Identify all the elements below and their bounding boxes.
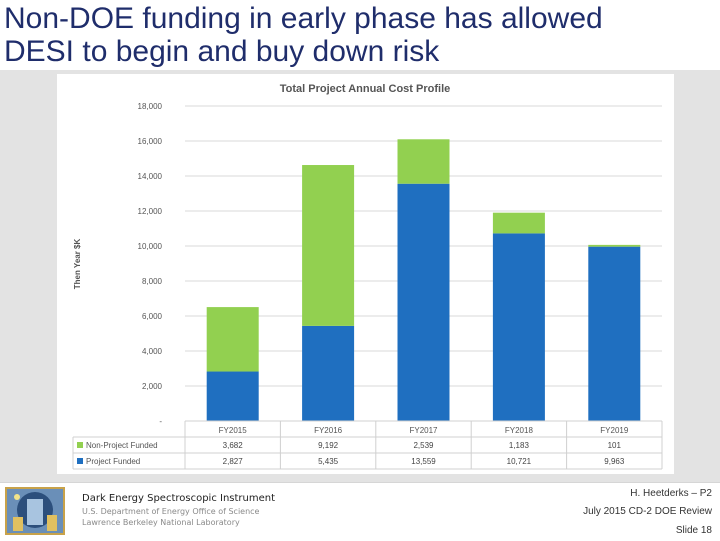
data-table: FY2015 FY2016 FY2017 FY2018 FY2019 Non-Projec… (72, 420, 663, 470)
chart-title: Total Project Annual Cost Profile (280, 83, 451, 95)
bar-group (206, 139, 641, 421)
y-tick-label: 10,000 (138, 242, 163, 251)
chart-panel: Total Project Annual Cost Profile Then Y… (57, 74, 674, 474)
non-project-funded-bar (206, 307, 259, 372)
category-label: FY2016 (314, 426, 343, 435)
data-label: 13,559 (411, 457, 436, 466)
desi-logo-art (5, 487, 65, 535)
cost-profile-chart: Total Project Annual Cost Profile Then Y… (72, 83, 663, 470)
y-tick-label: 6,000 (142, 312, 163, 321)
y-tick-label: 14,000 (138, 172, 163, 181)
footer-review: July 2015 CD-2 DOE Review (583, 506, 712, 517)
data-label: 2,539 (413, 441, 434, 450)
project-funded-bar (588, 246, 641, 421)
category-label: FY2015 (219, 426, 248, 435)
data-label: 2,827 (223, 457, 244, 466)
project-funded-bar (492, 233, 545, 421)
legend-label: Non-Project Funded (86, 441, 158, 450)
y-tick-label: 12,000 (138, 207, 163, 216)
y-tick-label: 18,000 (138, 102, 163, 111)
non-project-funded-bar (492, 212, 545, 234)
slide-title-line-2: DESI to begin and buy down risk (4, 35, 440, 68)
title-bar: Non-DOE funding in early phase has allow… (0, 0, 720, 70)
legend-label: Project Funded (86, 457, 140, 466)
legend-swatch (77, 458, 83, 464)
data-label: 5,435 (318, 457, 339, 466)
y-tick-label: 16,000 (138, 137, 163, 146)
data-label: 9,192 (318, 441, 339, 450)
data-label: 3,682 (223, 441, 244, 450)
y-tick-labels: - 2,000 4,000 6,000 8,000 10,000 12,000 14,000 1… (138, 102, 163, 426)
logo-telescope (27, 499, 43, 525)
category-label: FY2019 (600, 426, 629, 435)
y-tick-label: 8,000 (142, 277, 163, 286)
y-tick-label: 2,000 (142, 382, 163, 391)
logo-building-left (13, 517, 23, 531)
category-label: FY2017 (409, 426, 438, 435)
y-tick-label: - (159, 417, 162, 426)
non-project-funded-bar (397, 139, 450, 184)
data-label: 101 (608, 441, 622, 450)
logo-building-right (47, 515, 57, 531)
desi-logo (5, 487, 65, 535)
data-label: 9,963 (604, 457, 625, 466)
category-label: FY2018 (505, 426, 534, 435)
slide-title-line-1: Non-DOE funding in early phase has allow… (4, 2, 603, 35)
data-label: 1,183 (509, 441, 530, 450)
project-funded-bar (302, 325, 355, 421)
data-label: 10,721 (507, 457, 532, 466)
non-project-funded-bar (302, 165, 355, 326)
footer-presenter: H. Heetderks – P2 (630, 488, 712, 499)
y-tick-label: 4,000 (142, 347, 163, 356)
slide-title: Non-DOE funding in early phase has allow… (4, 2, 603, 68)
project-funded-bar (206, 371, 259, 421)
footer-organization: Dark Energy Spectroscopic Instrument (82, 493, 276, 504)
footer-doe-office: U.S. Department of Energy Office of Scie… (82, 507, 260, 516)
footer-lab: Lawrence Berkeley National Laboratory (82, 518, 240, 527)
legend-swatch (77, 442, 83, 448)
non-project-funded-bar (588, 244, 641, 247)
project-funded-bar (397, 183, 450, 421)
footer (0, 482, 720, 541)
y-axis-label: Then Year $K (73, 239, 82, 290)
logo-star (14, 494, 20, 500)
footer-slide-number: Slide 18 (675, 525, 712, 536)
